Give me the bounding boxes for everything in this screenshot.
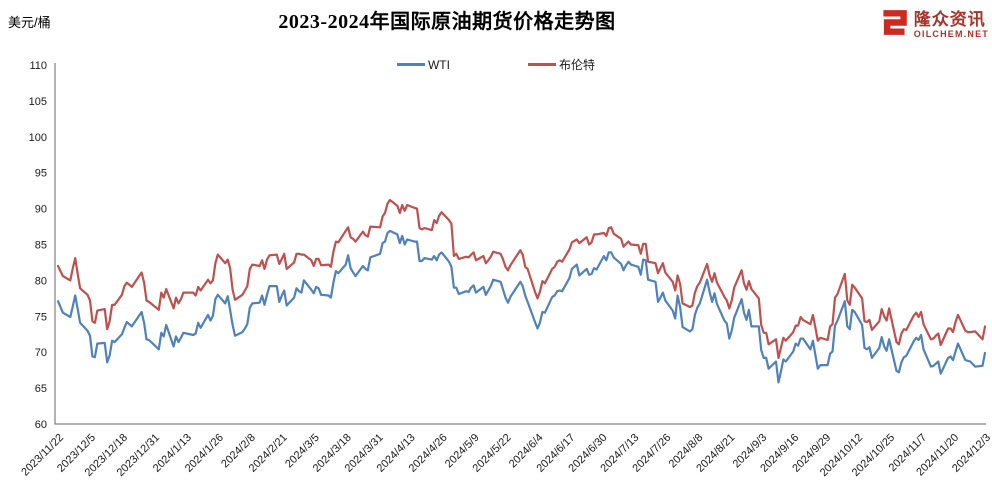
brent-line-swatch	[527, 63, 556, 66]
brand-logo: 隆众资讯 OILCHEM.NET	[877, 6, 989, 44]
y-tick-label: 60	[35, 419, 47, 431]
y-tick-label: 95	[35, 168, 47, 180]
oilchem-e-icon	[877, 6, 910, 44]
chart-legend: WTI 布伦特	[0, 56, 992, 73]
brand-name: 隆众资讯	[913, 10, 986, 29]
y-tick-label: 70	[35, 347, 47, 359]
y-tick-label: 65	[35, 383, 47, 395]
y-tick-label: 110	[29, 60, 47, 72]
chart-title: 2023-2024年国际原油期货价格走势图	[278, 11, 616, 33]
y-tick-label: 80	[35, 275, 47, 287]
y-tick-label: 105	[29, 96, 47, 108]
y-tick-label: 75	[35, 311, 47, 323]
legend-item-brent: 布伦特	[527, 56, 595, 73]
wti-line-swatch	[396, 63, 425, 66]
y-tick-label: 90	[35, 204, 47, 216]
brand-domain: OILCHEM.NET	[913, 29, 989, 39]
wti-price-line	[56, 229, 987, 384]
brent-legend-label: 布伦特	[558, 58, 595, 72]
y-tick-label: 100	[29, 132, 47, 144]
brent-price-line	[56, 198, 987, 359]
y-axis-unit-label: 美元/桶	[8, 15, 51, 30]
legend-item-wti: WTI	[396, 57, 450, 72]
y-tick-label: 85	[35, 240, 47, 252]
wti-legend-label: WTI	[427, 57, 450, 72]
